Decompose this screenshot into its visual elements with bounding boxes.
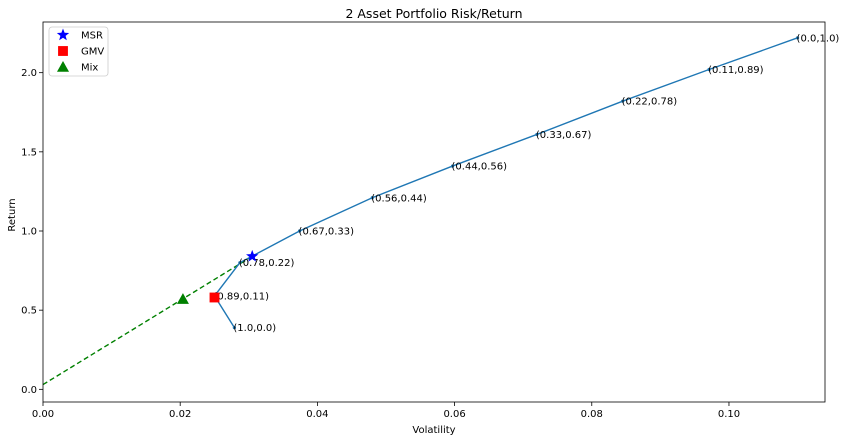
y-tick-label: 2.0 (21, 68, 37, 79)
legend-gmv-marker (58, 46, 68, 56)
frontier-point (795, 36, 800, 40)
frontier-point-label: (0.22,0.78) (622, 97, 678, 108)
mix-marker (176, 293, 189, 304)
legend-mix-label: Mix (81, 63, 98, 74)
frontier-point (707, 67, 711, 72)
frontier-point (621, 99, 625, 103)
legend-msr-marker (56, 28, 70, 41)
frontier-point (297, 229, 302, 233)
frontier-point (370, 196, 374, 200)
x-tick-label: 0.04 (306, 409, 328, 420)
frontier-point-label: (1.0,0.0) (233, 323, 276, 334)
x-tick-label: 0.02 (169, 409, 191, 420)
frontier-point-label: (0.11,0.89) (708, 65, 764, 76)
frontier-point-label: (0.67,0.33) (299, 227, 355, 238)
frontier-line (213, 37, 798, 328)
x-axis-label: Volatility (412, 425, 455, 436)
frontier-point-label: (0.33,0.67) (536, 130, 592, 141)
frontier-layer (42, 36, 800, 386)
point-label-layer: (1.0,0.0) (0.89,0.11) (0.78,0.22) (0.67,0.3… (213, 33, 839, 334)
x-tick-label: 0.10 (718, 409, 740, 420)
legend-mix-marker (57, 61, 69, 72)
frontier-point-label: (0.0,1.0) (797, 33, 840, 44)
frontier-point-label: (0.89,0.11) (213, 291, 269, 302)
capital-market-line (42, 255, 253, 386)
legend-gmv-label: GMV (81, 47, 104, 58)
frontier-point (232, 325, 236, 330)
plot-frame (42, 21, 826, 403)
frontier-point-label: (0.78,0.22) (239, 258, 295, 269)
y-axis-label: Return (7, 198, 18, 231)
y-tick-label: 1.0 (21, 227, 37, 238)
y-tick-label: 0.0 (21, 385, 37, 396)
y-tick-label: 0.5 (21, 306, 37, 317)
y-tick-label: 1.5 (21, 147, 37, 158)
marker-layer (176, 249, 259, 304)
chart-title: 2 Asset Portfolio Risk/Return (345, 6, 522, 21)
gmv-marker (209, 292, 220, 303)
legend-msr-label: MSR (81, 31, 103, 42)
msr-marker (246, 249, 259, 262)
frontier-point (238, 261, 242, 265)
x-tick-label: 0.08 (581, 409, 603, 420)
x-tick-label: 0.06 (443, 409, 465, 420)
frontier-point-label: (0.56,0.44) (371, 193, 427, 204)
frontier-point-label: (0.44,0.56) (452, 162, 508, 173)
frontier-point (450, 164, 455, 168)
frontier-point (535, 132, 539, 137)
tick-layer: 0.00 0.02 0.04 0.06 0.08 0.10 0.0 0.5 1.0 1.5 2.0 (21, 68, 740, 420)
legend: MSR GMV Mix (48, 26, 109, 77)
x-tick-label: 0.00 (32, 409, 54, 420)
